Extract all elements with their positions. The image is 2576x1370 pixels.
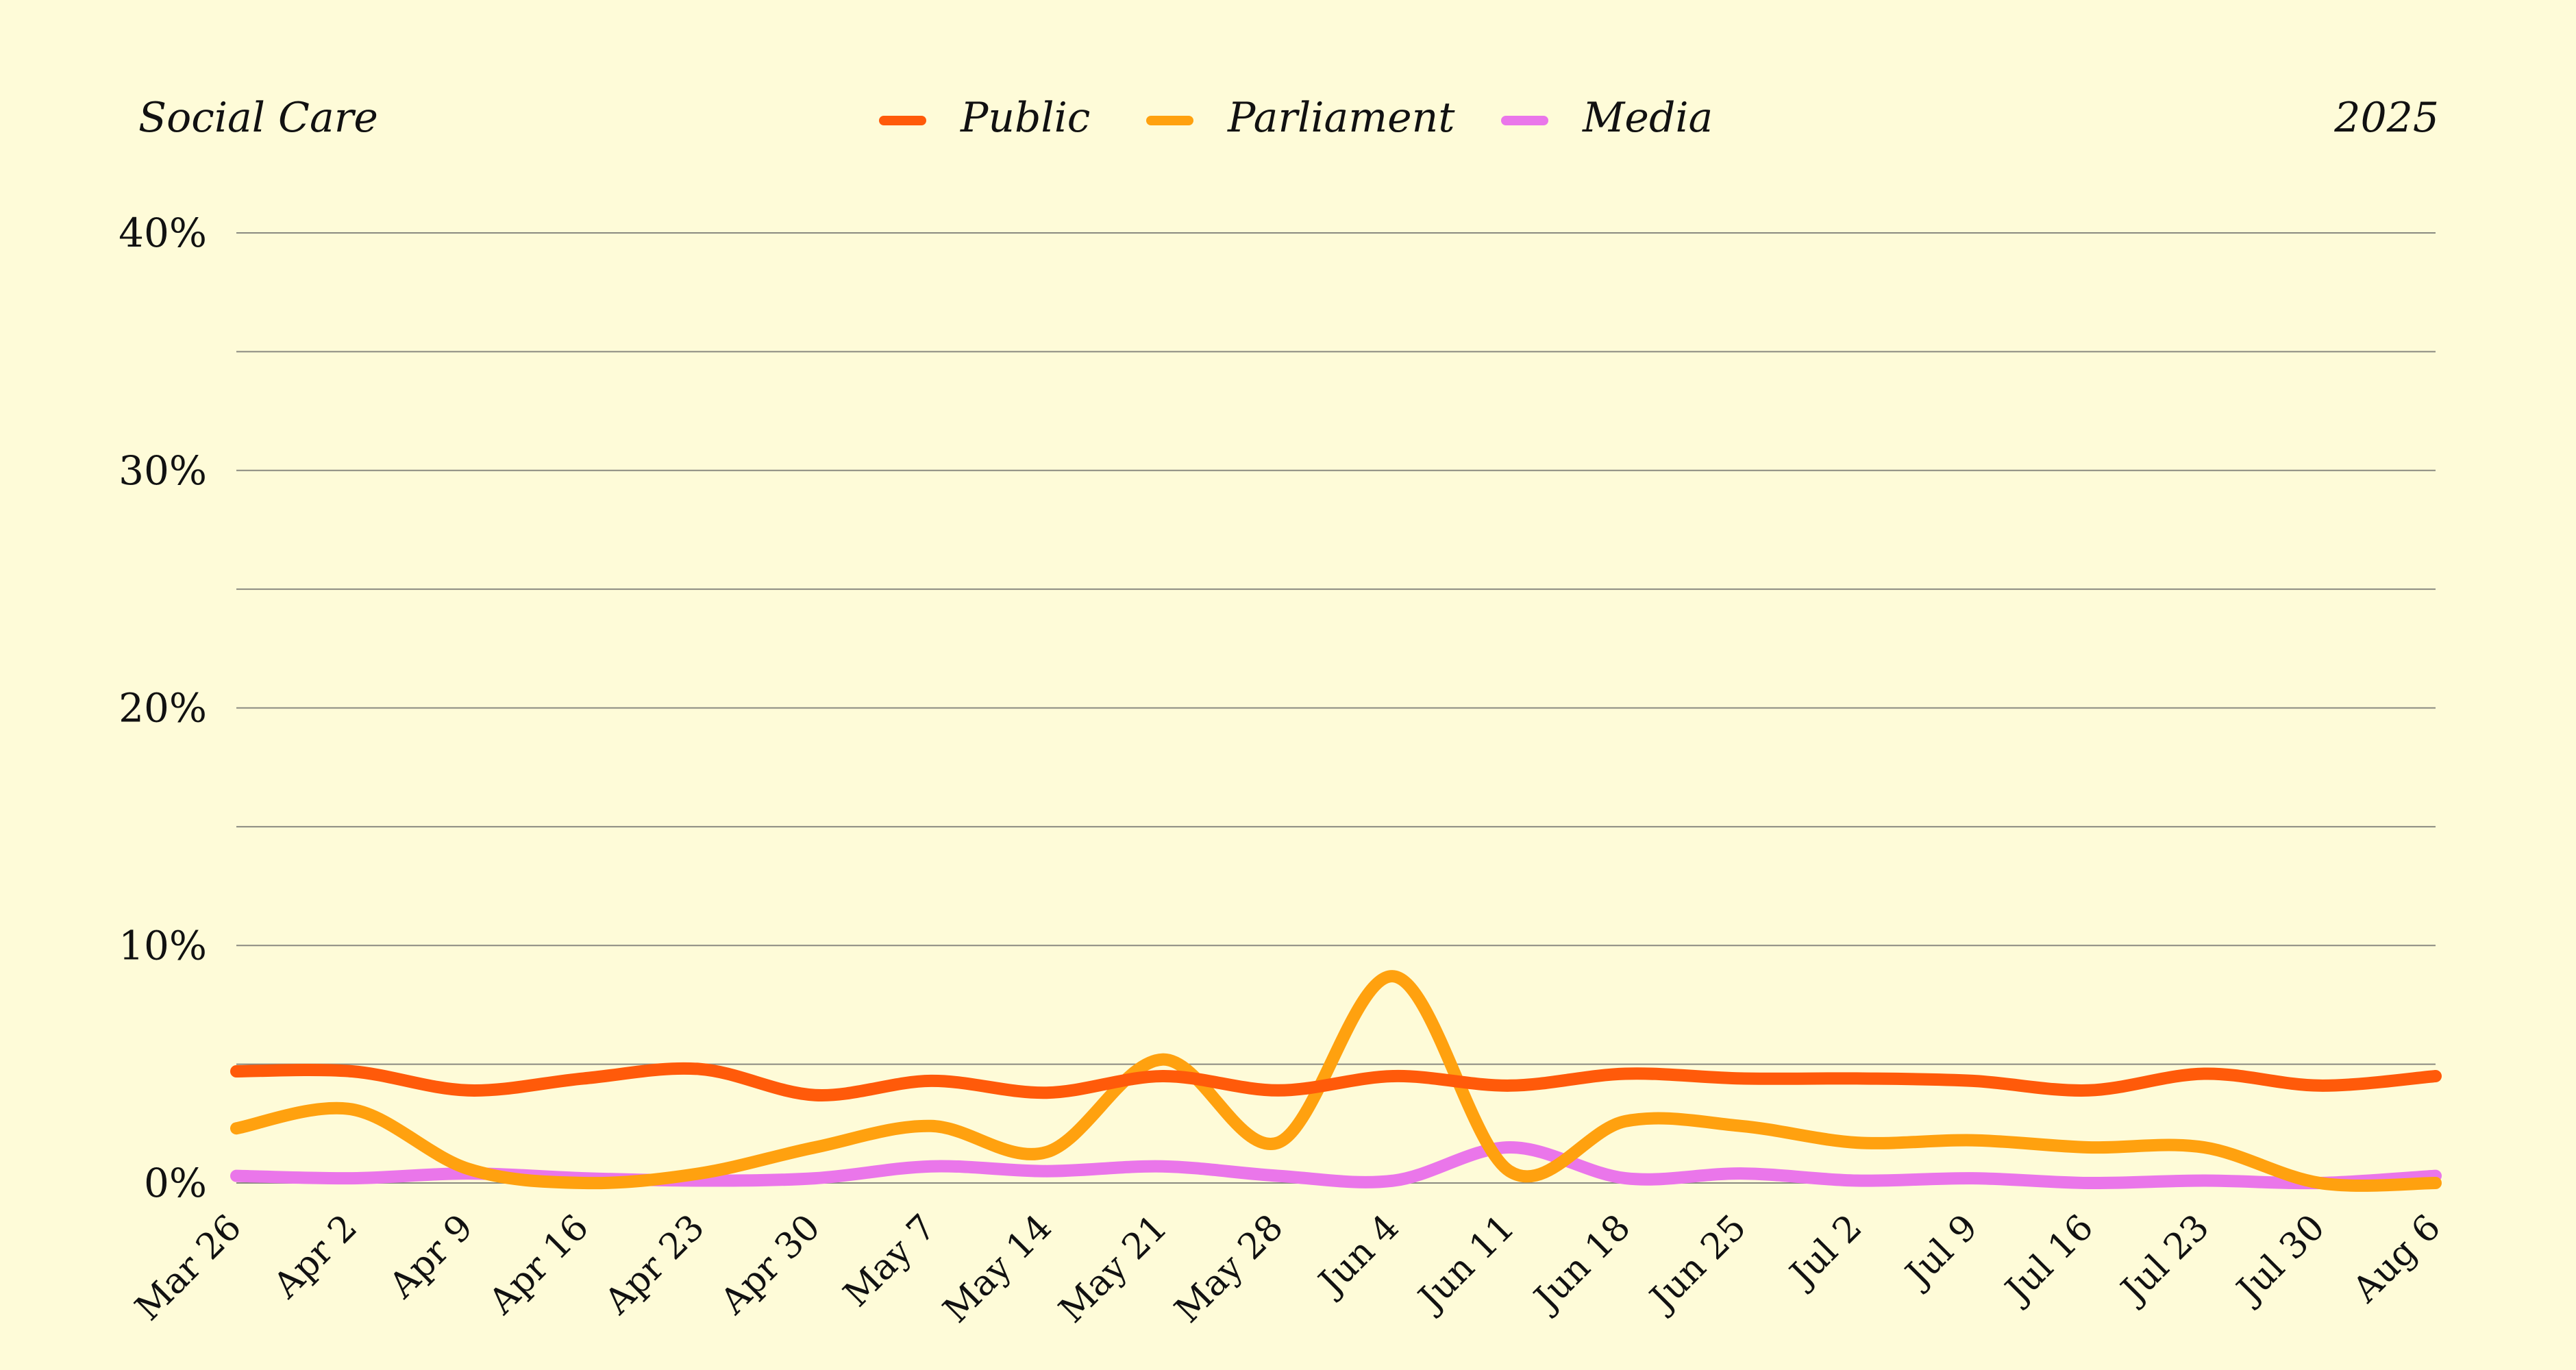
legend-label: Media: [1582, 94, 1713, 142]
x-tick-label: Jul 16: [1996, 1207, 2102, 1313]
legend: Public Parliament Media: [879, 94, 1713, 142]
x-tick-label: Jun 18: [1524, 1207, 1639, 1321]
x-tick-label: Jun 4: [1309, 1207, 1407, 1305]
y-tick-label: 30%: [119, 447, 207, 494]
legend-item-public: Public: [879, 94, 1090, 142]
x-tick-label: May 28: [1167, 1207, 1291, 1331]
legend-label: Public: [960, 94, 1090, 142]
x-tick-label: Jul 23: [2111, 1207, 2218, 1313]
x-tick-label: Aug 6: [2344, 1207, 2449, 1311]
x-tick-label: May 21: [1052, 1207, 1176, 1331]
series-lines: [230, 970, 2442, 1192]
series-line-parliament: [230, 970, 2442, 1192]
chart-topic-label: Social Care: [138, 94, 378, 142]
y-tick-label: 40%: [119, 210, 207, 256]
x-tick-label: Mar 26: [127, 1207, 249, 1329]
x-tick-label: Jul 30: [2227, 1207, 2333, 1313]
x-tick-label: May 7: [836, 1207, 944, 1315]
x-tick-label: Jun 25: [1640, 1207, 1755, 1321]
legend-item-parliament: Parliament: [1146, 94, 1455, 142]
x-tick-label: May 14: [936, 1207, 1060, 1331]
x-tick-label: Apr 23: [597, 1207, 713, 1323]
x-tick-label: Apr 16: [481, 1207, 597, 1323]
y-tick-label: 10%: [119, 922, 207, 969]
x-tick-label: Apr 30: [713, 1207, 828, 1323]
y-tick-label: 0%: [144, 1160, 207, 1206]
x-tick-label: Jun 11: [1409, 1207, 1523, 1321]
x-tick-label: Apr 9: [381, 1207, 481, 1307]
x-axis-ticks: Mar 26 Apr 2 Apr 9 Apr 16 Apr 23 Apr 30 May 7M…: [127, 1207, 2449, 1331]
x-tick-label: Apr 2: [265, 1207, 365, 1307]
y-axis-ticks: 0% 10% 20% 30% 40%: [119, 210, 207, 1206]
legend-item-media: Media: [1501, 94, 1713, 142]
x-tick-label: Jul 9: [1896, 1207, 1985, 1297]
y-tick-label: 20%: [119, 685, 207, 732]
series-line-public: [230, 1062, 2442, 1101]
x-tick-label: Jul 2: [1780, 1207, 1870, 1297]
chart-year-label: 2025: [2333, 94, 2439, 142]
legend-label: Parliament: [1227, 94, 1455, 142]
